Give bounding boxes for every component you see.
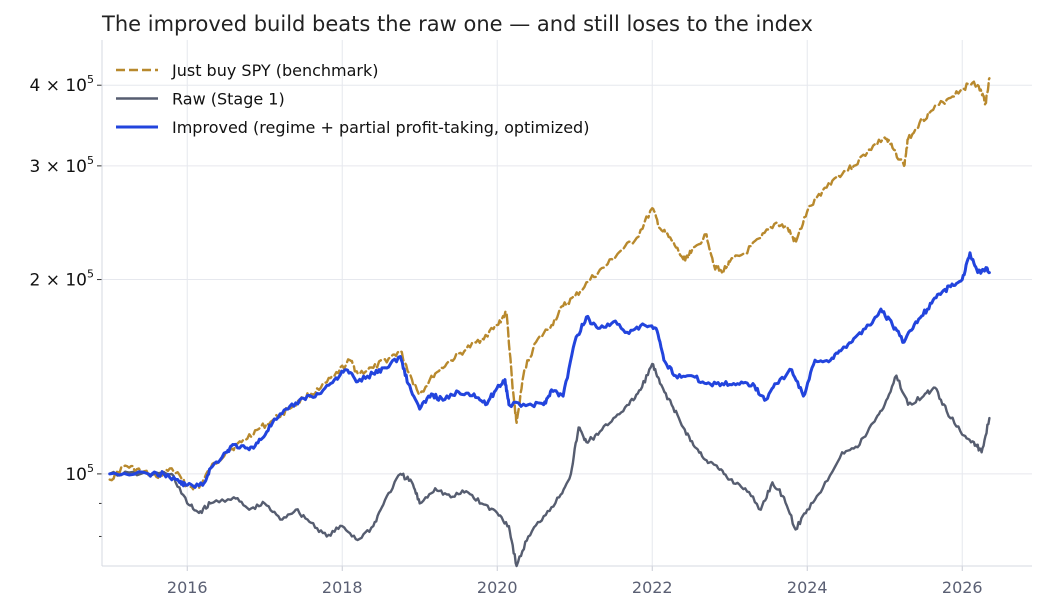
legend-label-2: Raw (Stage 1) bbox=[172, 90, 285, 109]
x-tick-label: 2026 bbox=[942, 578, 983, 597]
x-tick-label: 2020 bbox=[477, 578, 518, 597]
chart-title: The improved build beats the raw one — a… bbox=[101, 12, 813, 36]
x-tick-label: 2024 bbox=[787, 578, 828, 597]
y-tick-label: 2 × 105 bbox=[30, 268, 95, 291]
grid bbox=[102, 40, 1032, 566]
legend-label-3: Improved (regime + partial profit-taking… bbox=[172, 118, 589, 137]
legend-label-1: Just buy SPY (benchmark) bbox=[171, 61, 379, 80]
axes: 2016 2018 2020 2022 2024 2026 105 2 × 105 3 × 10… bbox=[30, 40, 1032, 597]
legend: Just buy SPY (benchmark) Raw (Stage 1) Imp… bbox=[116, 61, 589, 137]
series-line-2 bbox=[108, 362, 991, 568]
y-tick-label: 3 × 105 bbox=[30, 154, 95, 177]
series-line-1 bbox=[108, 77, 991, 491]
series bbox=[108, 77, 991, 568]
x-tick-label: 2022 bbox=[632, 578, 673, 597]
x-tick-label: 2016 bbox=[167, 578, 208, 597]
y-tick-label: 4 × 105 bbox=[30, 73, 95, 96]
series-line-3 bbox=[108, 251, 991, 489]
x-tick-label: 2018 bbox=[322, 578, 363, 597]
y-tick-label: 105 bbox=[65, 462, 94, 485]
